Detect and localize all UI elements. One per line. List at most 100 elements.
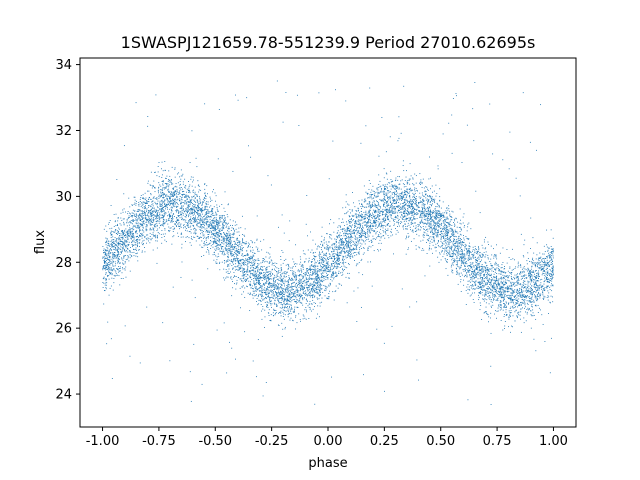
data-point [277,324,279,326]
data-point [492,288,494,290]
data-point [200,214,202,216]
data-point [230,277,231,279]
data-point [162,187,164,189]
data-point [202,201,204,203]
data-point [435,212,437,214]
data-point [343,263,344,265]
data-point [360,260,362,261]
data-point [127,244,129,245]
data-point [385,200,386,202]
data-point [529,283,531,285]
data-point [504,290,506,292]
data-point [153,214,155,215]
data-point [360,223,362,225]
data-point [510,272,512,273]
data-point [137,216,139,218]
data-point [196,195,198,197]
data-point [127,248,129,250]
data-point [404,207,406,209]
data-point [510,259,512,260]
data-point [118,231,119,232]
data-point [325,287,327,289]
data-point [223,233,225,235]
data-point [455,231,457,232]
data-point [174,194,175,196]
data-point [205,239,207,241]
data-point [447,209,449,211]
data-point [212,226,214,228]
data-point [271,260,273,262]
data-point [145,202,147,204]
data-point [336,257,338,259]
data-point [491,268,493,270]
data-point [241,240,243,242]
data-point [461,250,463,252]
data-point [426,219,428,221]
data-point [127,231,129,233]
data-point [281,307,283,309]
data-point [441,245,443,247]
data-point [249,243,250,245]
data-point [431,200,433,202]
data-point [247,265,249,267]
data-point [410,222,412,224]
data-point [326,258,328,259]
data-point [113,214,115,215]
data-point [379,218,381,220]
data-point [384,214,386,216]
data-point [160,195,162,197]
data-point [530,291,532,293]
data-point [471,253,473,255]
data-point [139,213,141,215]
data-point [411,219,413,221]
data-point [301,281,303,283]
data-point [340,228,342,230]
data-point [176,191,178,193]
data-point [169,197,171,199]
data-point [279,287,281,289]
data-point [334,258,335,260]
data-point [297,291,299,293]
data-point [466,252,467,254]
data-point [365,211,367,213]
data-point [175,210,177,212]
data-point [526,260,528,262]
data-point [508,280,510,282]
data-point [511,325,513,327]
data-point [165,186,167,188]
data-point [462,255,464,257]
data-point [420,227,422,229]
data-point [525,277,527,279]
data-point [536,290,537,292]
data-point [134,220,136,221]
data-point [123,257,125,259]
data-point [543,281,545,283]
data-point [305,223,307,225]
data-point [384,216,386,218]
data-point [292,274,294,276]
data-point [309,267,311,269]
data-point [481,271,483,273]
data-point [195,220,196,222]
data-point [371,285,373,287]
data-point [395,188,397,190]
data-point [241,293,243,295]
data-point [176,199,178,201]
data-point [141,234,143,235]
data-point [527,252,529,254]
data-point [539,276,540,277]
data-point [508,276,509,278]
data-point [205,212,207,214]
data-point [256,215,258,217]
data-point [123,145,125,147]
data-point [136,239,137,240]
data-point [497,281,499,283]
data-point [165,183,167,184]
data-point [551,255,553,256]
data-point [529,299,531,301]
data-point [500,296,502,298]
data-point [482,279,484,281]
data-point [416,359,418,361]
data-point [378,210,380,212]
data-point [122,244,123,246]
